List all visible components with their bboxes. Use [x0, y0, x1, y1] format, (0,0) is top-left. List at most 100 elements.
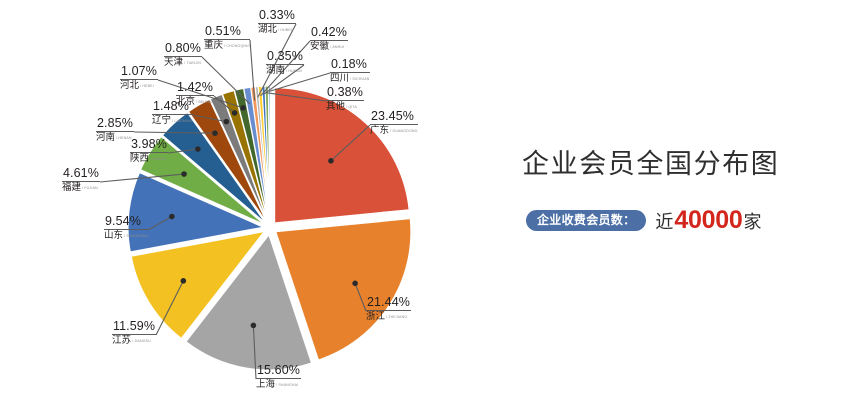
leader-line-fujian: [99, 173, 185, 183]
callout-zhejiang: 21.44% 浙江/ ZHEJIANG: [366, 296, 411, 322]
status-badge: 企业收费会员数：: [526, 210, 647, 231]
leader-line-henan: [133, 131, 216, 134]
count-value: 40000: [674, 206, 743, 234]
count-prefix: 近: [655, 212, 674, 232]
callout-percent: 1.48%: [152, 100, 193, 115]
callout-percent: 9.54%: [104, 215, 149, 230]
pie-slice-beijing: [221, 90, 269, 222]
callout-percent: 4.61%: [62, 166, 100, 182]
callout-fujian: 4.61% 福建/ FUJIAN: [62, 167, 100, 193]
callout-region-name: 其他/ QITA: [326, 101, 358, 112]
callout-percent: 1.42%: [176, 80, 214, 96]
leader-line-anhui: [260, 40, 311, 97]
leader-line-qita: [266, 92, 327, 102]
callout-guangdong: 23.45% 广东/ GUANGDONG: [370, 110, 418, 136]
callout-percent: 2.85%: [96, 116, 134, 132]
leader-line-sichuan: [269, 72, 331, 92]
leader-dot-guangdong: [328, 158, 334, 164]
pie-slice-henan: [187, 98, 267, 223]
callout-percent: 0.42%: [310, 25, 348, 41]
callout-region-name: 四川/ SICHUAN: [330, 73, 370, 84]
count-suffix: 家: [743, 212, 762, 232]
callout-tianjin: 0.80% 天津/ TIANJIN: [164, 42, 202, 68]
leader-dot-fujian: [181, 171, 187, 177]
leader-dot-shandong: [169, 213, 175, 220]
callout-region-name: 河南/ HENAN: [96, 132, 132, 143]
callout-percent: 0.80%: [164, 41, 202, 57]
callout-region-name: 辽宁/ LIAONING: [152, 115, 193, 126]
callout-chongqing: 0.51% 重庆/ CHONGQING: [204, 25, 251, 51]
leader-dot-shanghai: [250, 322, 257, 329]
leader-line-beijing: [213, 95, 235, 114]
callout-region-name: 重庆/ CHONGQING: [204, 40, 251, 51]
pie-slice-shanghai: [185, 233, 313, 371]
leader-dot-group: [169, 105, 358, 329]
callout-percent: 0.18%: [330, 58, 370, 73]
callout-region-name: 山东/ SHANDONG: [104, 230, 149, 241]
leader-line-group: [99, 23, 371, 380]
callout-region-name: 上海/ SHANGHAI: [256, 379, 299, 390]
leader-line-chongqing: [249, 39, 256, 101]
callout-jiangsu: 11.59% 江苏/ JIANGSU: [112, 319, 157, 346]
pie-chart: [99, 23, 412, 380]
leader-line-tianjin: [201, 56, 251, 105]
callout-percent: 0.38%: [326, 85, 364, 101]
pie-slice-guangdong: [274, 87, 410, 224]
callout-percent: 15.60%: [256, 363, 301, 379]
callout-percent: 0.33%: [258, 8, 296, 24]
leader-dot-liaoning: [223, 118, 230, 125]
leader-line-hubei: [257, 23, 297, 98]
callout-percent: 21.44%: [366, 295, 411, 311]
leader-dot-beijing: [231, 110, 238, 116]
pie-slice-shandong: [127, 171, 265, 253]
leader-line-hunan: [263, 64, 305, 95]
leader-dot-jiangsu: [180, 278, 187, 284]
callout-region-name: 湖南/ HUNAN: [266, 65, 302, 76]
leader-dot-shanxi: [195, 146, 201, 152]
callout-percent: 1.07%: [120, 64, 158, 80]
leader-line-jiangsu: [155, 280, 184, 336]
callout-region-name: 湖北/ HUBEI: [258, 24, 293, 35]
callout-beijing: 1.42% 北京/ BEIJING: [176, 81, 214, 107]
callout-region-name: 福建/ FUJIAN: [62, 182, 98, 193]
leader-dot-henan: [212, 130, 218, 136]
leader-line-zhejiang: [354, 283, 367, 312]
callout-shanghai: 15.60% 上海/ SHANGHAI: [256, 364, 301, 390]
callout-sichuan: 0.18% 四川/ SICHUAN: [330, 58, 370, 84]
callout-region-name: 天津/ TIANJIN: [164, 57, 201, 68]
callout-region-name: 江苏/ JIANGSU: [112, 335, 151, 346]
leader-dot-hebei: [240, 105, 246, 111]
pie-slice-fujian: [139, 136, 265, 225]
callout-percent: 23.45%: [370, 110, 418, 125]
page-title: 企业会员全国分布图: [522, 149, 780, 179]
callout-shanxi: 3.98% 陕西/ SHANXI: [130, 138, 168, 164]
callout-percent: 0.51%: [204, 25, 251, 40]
leader-line-liaoning: [192, 114, 227, 123]
callout-percent: 0.35%: [266, 49, 304, 65]
callout-hunan: 0.35% 湖南/ HUNAN: [266, 50, 304, 76]
callout-henan: 2.85% 河南/ HENAN: [96, 117, 134, 143]
callout-anhui: 0.42% 安徽/ ANHUI: [310, 26, 348, 52]
callout-percent: 3.98%: [130, 137, 168, 153]
callout-liaoning: 1.48% 辽宁/ LIAONING: [152, 100, 193, 126]
callout-region-name: 广东/ GUANGDONG: [370, 125, 418, 136]
pie-slice-zhejiang: [275, 218, 412, 361]
pie-slice-jiangsu: [130, 230, 266, 340]
member-count: 近 40000 家: [655, 208, 761, 233]
pie-slice-group: [127, 85, 412, 371]
callout-region-name: 安徽/ ANHUI: [310, 41, 345, 52]
leader-line-guangdong: [330, 124, 371, 162]
leader-line-shanghai: [252, 325, 257, 380]
callout-region-name: 北京/ BEIJING: [176, 96, 214, 107]
summary-panel: 企业会员全国分布图 企业收费会员数： 近 40000 家: [498, 130, 852, 280]
callout-hubei: 0.33% 湖北/ HUBEI: [258, 9, 296, 35]
callout-percent: 11.59%: [112, 319, 157, 335]
callout-region-name: 浙江/ ZHEJIANG: [366, 311, 408, 322]
leader-line-shanxi: [167, 148, 198, 154]
pie-slice-shanxi: [161, 111, 266, 224]
callout-region-name: 河北/ HEBEI: [120, 80, 154, 91]
leader-line-hebei: [157, 79, 244, 109]
pie-slice-liaoning: [209, 93, 268, 222]
leader-dot-zhejiang: [352, 280, 358, 287]
